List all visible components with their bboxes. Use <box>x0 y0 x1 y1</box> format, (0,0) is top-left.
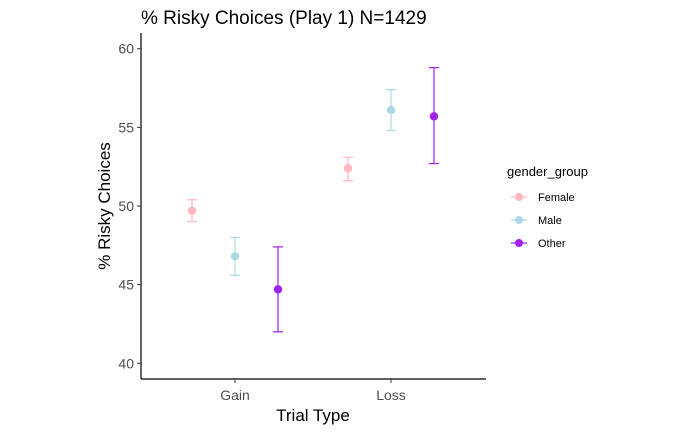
legend-label: Female <box>538 192 575 204</box>
x-tick-label: Gain <box>220 387 250 403</box>
legend-label: Other <box>538 238 566 250</box>
y-axis-title: % Risky Choices <box>95 142 114 270</box>
data-point <box>187 206 197 215</box>
x-axis-title: Trial Type <box>276 406 350 425</box>
data-point <box>429 112 439 121</box>
legend-title: gender_group <box>507 164 588 179</box>
data-point-group <box>273 246 283 333</box>
data-point <box>230 252 240 261</box>
legend-label: Male <box>538 215 562 227</box>
legend-key-point <box>515 239 523 247</box>
y-tick-label: 40 <box>118 355 134 371</box>
data-point-group <box>429 66 439 165</box>
y-tick-label: 60 <box>118 41 134 57</box>
data-point-group <box>230 236 240 276</box>
data-point <box>273 285 283 294</box>
x-tick-label: Loss <box>376 387 406 403</box>
data-point-group <box>187 199 197 223</box>
data-point <box>343 164 353 173</box>
data-point <box>386 105 396 115</box>
y-tick-label: 50 <box>118 198 134 214</box>
data-point-group <box>386 89 396 132</box>
data-point-group <box>343 156 353 182</box>
y-tick-label: 55 <box>118 119 134 135</box>
y-tick-label: 45 <box>118 277 134 293</box>
y-axis-ticks: 40 45 50 55 60 <box>118 41 141 371</box>
legend-key-point <box>515 216 523 224</box>
chart-title: % Risky Choices (Play 1) N=1429 <box>141 8 427 29</box>
x-axis-ticks: Gain Loss <box>220 379 406 403</box>
plot-area <box>187 66 439 333</box>
legend-key-point <box>515 193 523 201</box>
legend: gender_group Female Male Other <box>507 164 588 250</box>
